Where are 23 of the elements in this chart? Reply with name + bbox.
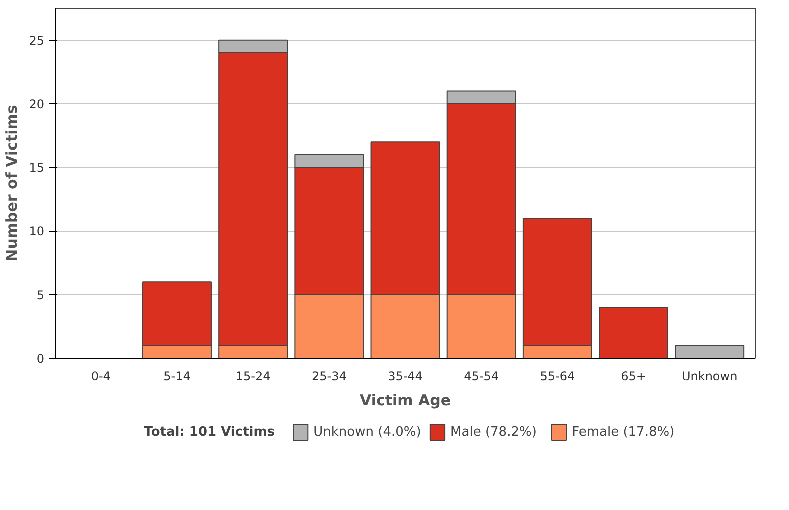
legend-label: Male (78.2%) <box>450 425 537 440</box>
legend-label: Female (17.8%) <box>572 425 675 440</box>
x-tick-label: Unknown <box>682 370 738 384</box>
y-tick-label: 5 <box>36 288 45 302</box>
x-tick-label: 35-44 <box>388 370 423 384</box>
legend-label: Unknown (4.0%) <box>314 425 422 440</box>
y-tick-label: 15 <box>29 161 45 176</box>
x-tick-label: 15-24 <box>236 370 271 384</box>
x-tick-label: 25-34 <box>312 370 347 384</box>
bar <box>599 307 668 358</box>
x-tick-label: 65+ <box>621 370 646 384</box>
y-tick-label: 20 <box>29 97 45 112</box>
x-axis-title: Victim Age <box>360 392 452 410</box>
x-tick-label: 45-54 <box>464 370 500 384</box>
y-tick-label: 0 <box>36 352 45 366</box>
bar <box>675 345 745 358</box>
y-axis-title: Number of Victims <box>3 105 22 262</box>
x-tick-label: 55-64 <box>540 370 576 384</box>
x-tick-label: 5-14 <box>164 370 191 384</box>
x-tick-label: 0-4 <box>91 370 111 384</box>
legend-title: Total: 101 Victims <box>144 425 276 440</box>
y-tick-label: 10 <box>29 224 45 239</box>
y-tick-label: 25 <box>29 34 45 48</box>
